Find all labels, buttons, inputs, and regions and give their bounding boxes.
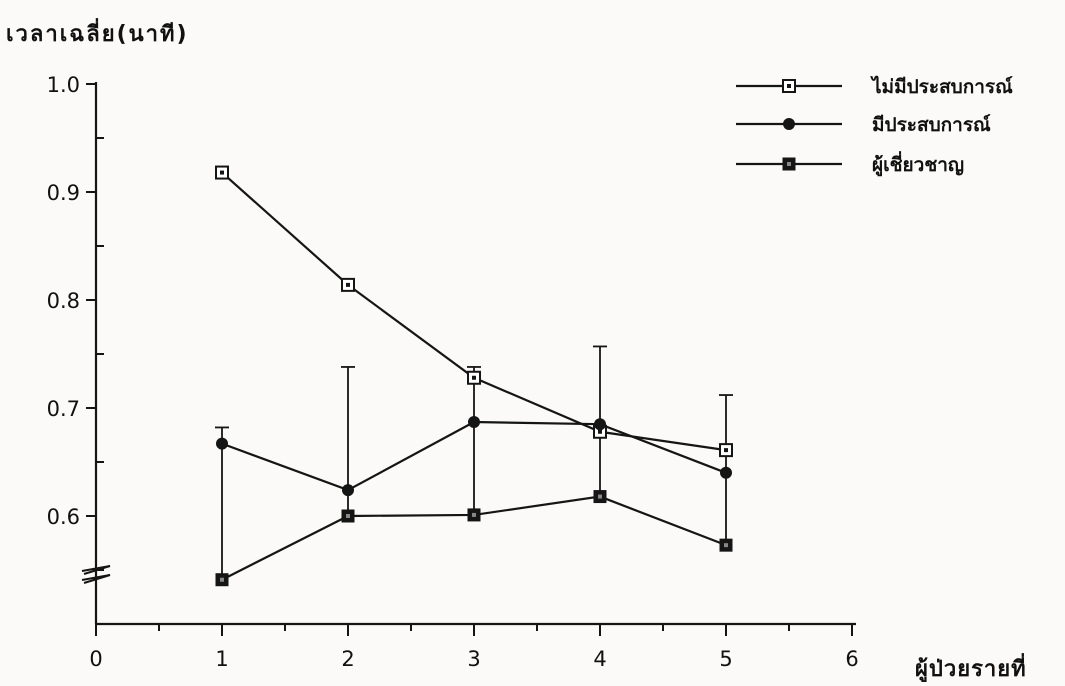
- data-point-no-experience-center: [598, 429, 602, 434]
- x-tick-label: 2: [341, 647, 354, 671]
- data-point-experienced: [468, 416, 480, 429]
- data-point-expert-center: [472, 512, 476, 517]
- y-axis-break-mark: [81, 574, 111, 584]
- legend-marker-no-experience-center: [787, 84, 791, 88]
- x-tick-label: 5: [719, 647, 732, 671]
- x-tick-label: 1: [215, 647, 228, 671]
- data-point-expert-center: [724, 543, 728, 548]
- data-point-experienced: [342, 484, 354, 497]
- y-tick-label: 0.6: [47, 505, 80, 529]
- legend-label-experienced: มีประสบการณ์: [872, 114, 991, 136]
- data-point-experienced: [720, 466, 732, 479]
- y-tick-label: 0.7: [47, 397, 80, 421]
- data-point-no-experience-center: [724, 448, 728, 453]
- data-point-no-experience-center: [220, 170, 224, 175]
- legend-label-no-experience: ไม่มีประสบการณ์: [870, 75, 1013, 98]
- data-point-no-experience-center: [346, 282, 350, 287]
- data-point-experienced: [594, 418, 606, 431]
- y-axis-break-mark: [81, 565, 111, 575]
- x-tick-label: 6: [845, 647, 858, 671]
- data-point-expert-center: [598, 494, 602, 499]
- x-axis-label: ผู้ป่วยรายที่: [915, 657, 1027, 682]
- y-tick-label: 0.8: [47, 289, 80, 313]
- y-axis-label: เวลาเฉลี่ย(นาที): [6, 22, 189, 47]
- x-tick-label: 0: [89, 647, 102, 671]
- legend-label-expert: ผู้เชี่ยวชาญ: [872, 151, 964, 177]
- data-point-no-experience-center: [472, 375, 476, 380]
- legend-marker-expert-center: [787, 162, 791, 166]
- x-tick-label: 4: [593, 647, 606, 671]
- data-point-experienced: [216, 437, 228, 450]
- legend-marker-experienced: [783, 118, 795, 130]
- data-point-expert-center: [346, 514, 350, 518]
- y-tick-label: 1.0: [47, 73, 80, 97]
- y-tick-label: 0.9: [47, 181, 80, 205]
- x-tick-label: 3: [467, 647, 480, 671]
- data-point-expert-center: [220, 577, 224, 582]
